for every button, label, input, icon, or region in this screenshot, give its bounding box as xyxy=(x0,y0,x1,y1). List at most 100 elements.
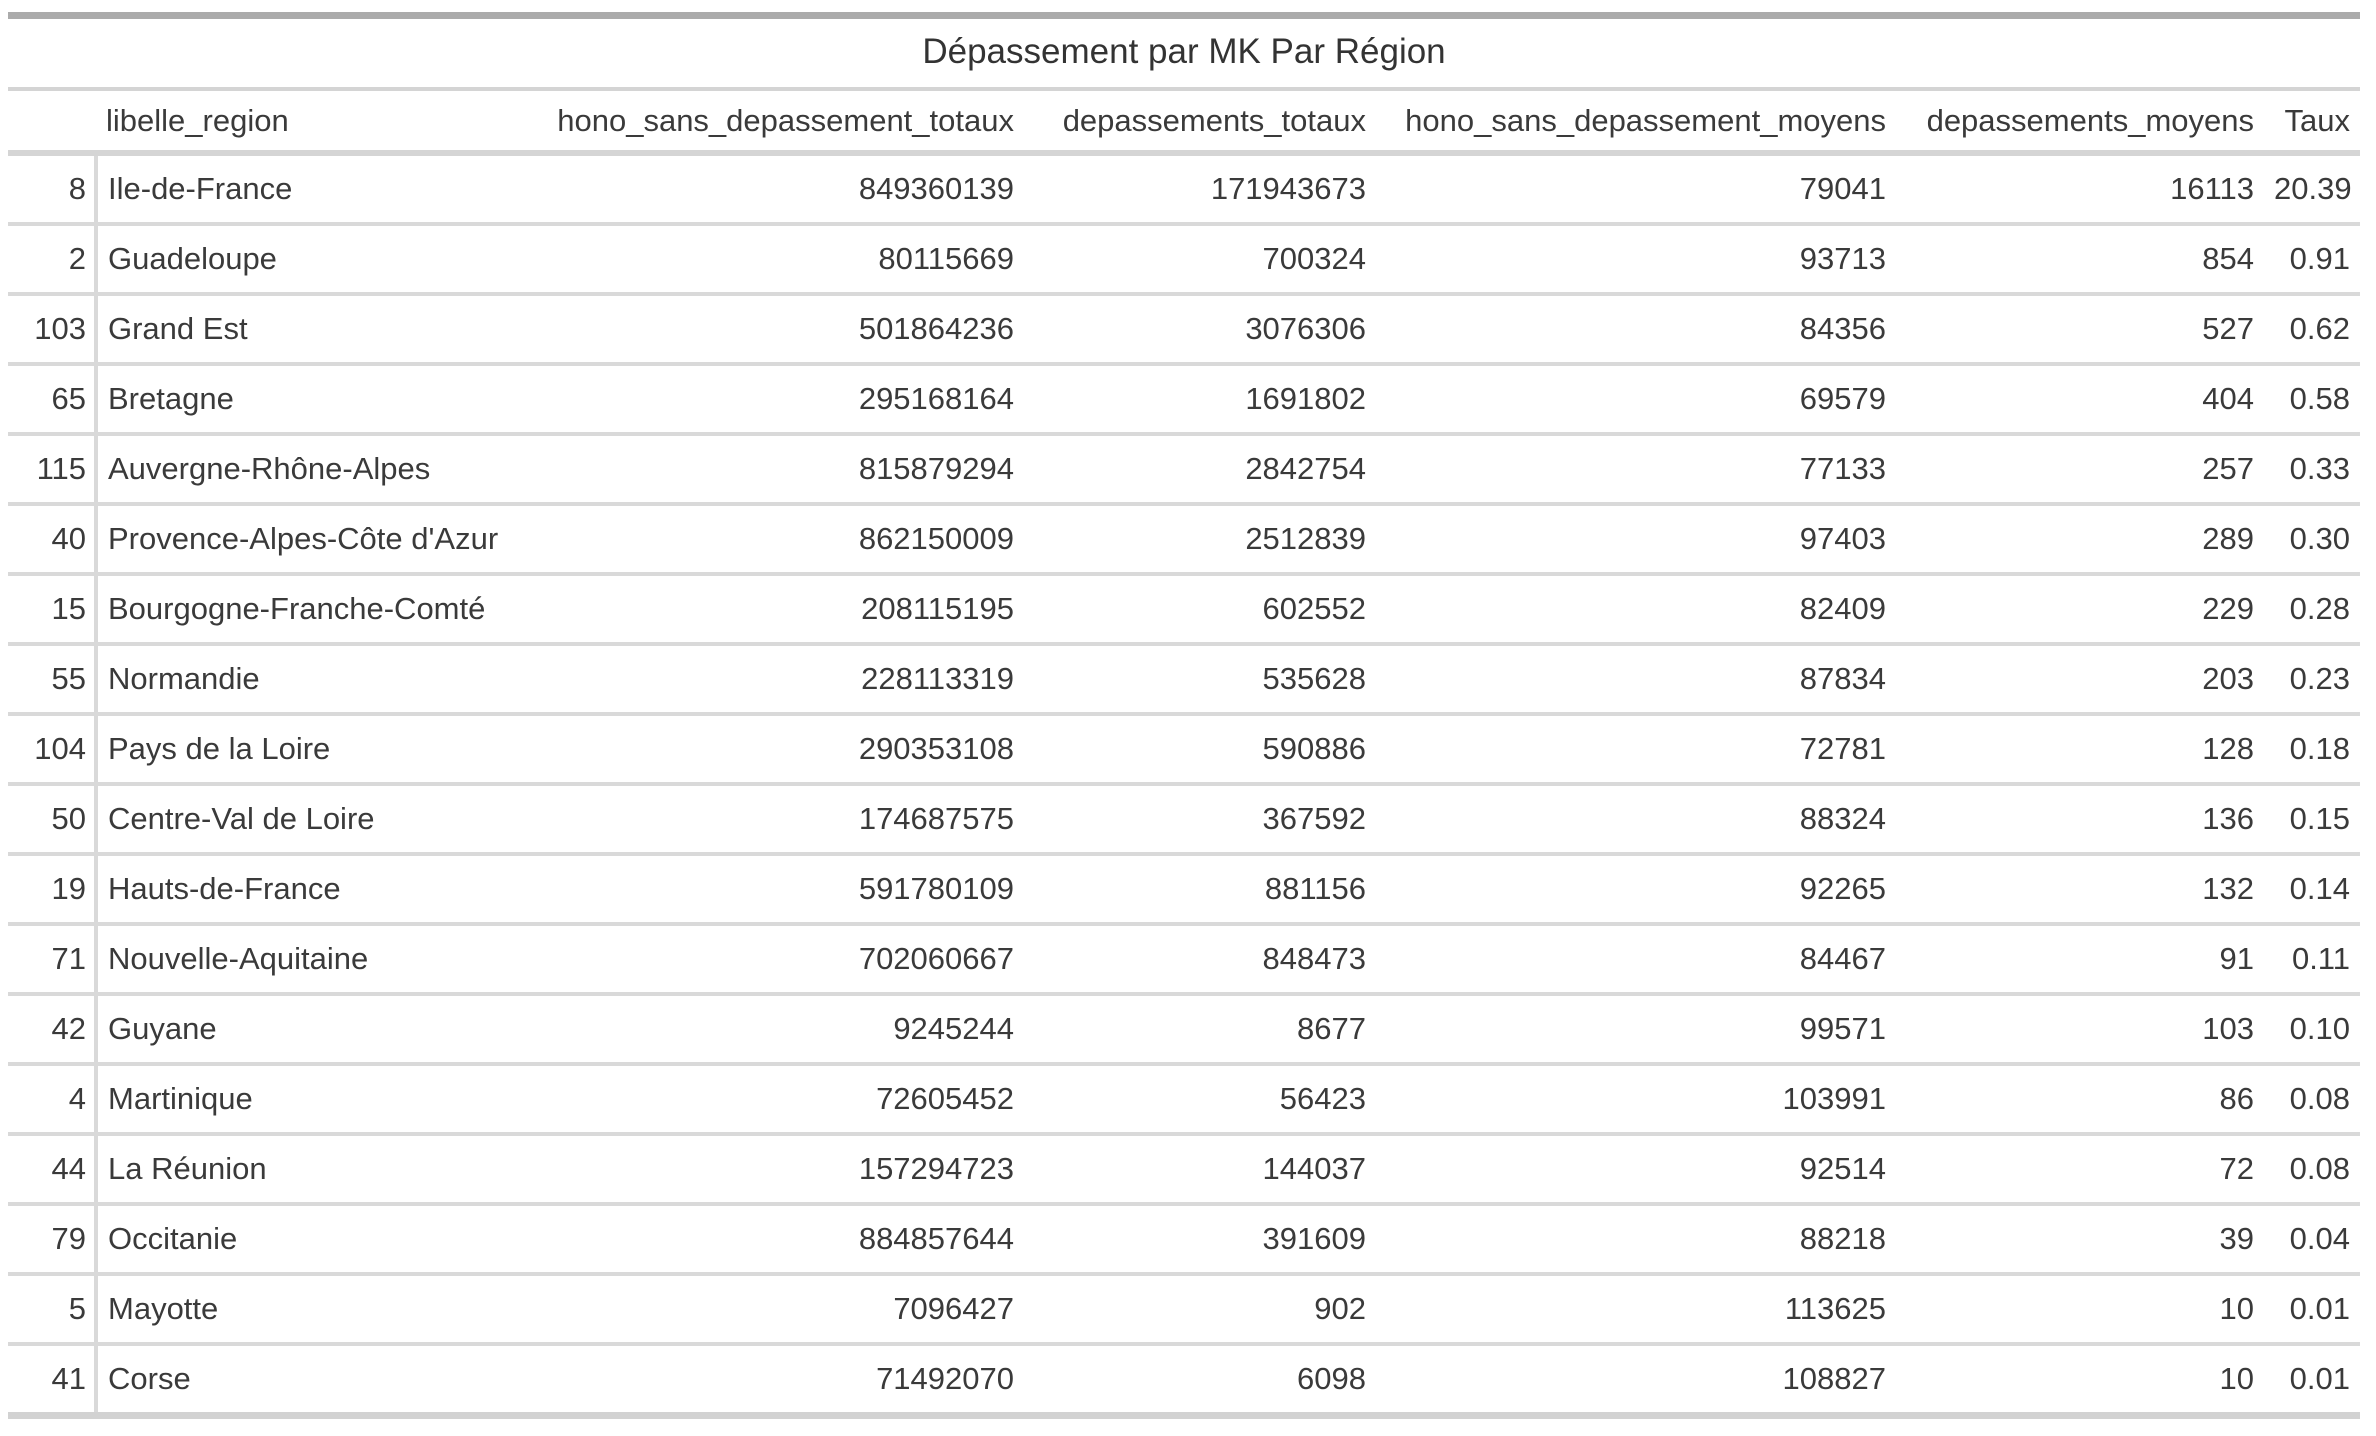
cell-hono_sans_depassement_moyens: 92265 xyxy=(1376,854,1896,926)
cell-depassements_totaux: 848473 xyxy=(1024,924,1376,996)
cell-hono_sans_depassement_moyens: 87834 xyxy=(1376,644,1896,716)
cell-libelle_region: Occitanie xyxy=(96,1204,536,1276)
cell-Taux: 0.14 xyxy=(2264,854,2360,926)
cell-hono_sans_depassement_totaux: 157294723 xyxy=(536,1134,1024,1206)
cell-hono_sans_depassement_moyens: 97403 xyxy=(1376,504,1896,576)
cell-depassements_moyens: 229 xyxy=(1896,574,2264,646)
index-column-header xyxy=(8,91,96,156)
cell-libelle_region: Bretagne xyxy=(96,364,536,436)
cell-Taux: 0.08 xyxy=(2264,1064,2360,1136)
cell-hono_sans_depassement_totaux: 9245244 xyxy=(536,994,1024,1066)
cell-hono_sans_depassement_moyens: 79041 xyxy=(1376,153,1896,226)
cell-hono_sans_depassement_moyens: 82409 xyxy=(1376,574,1896,646)
cell-hono_sans_depassement_moyens: 77133 xyxy=(1376,434,1896,506)
cell-Taux: 0.18 xyxy=(2264,714,2360,786)
row-index-cell: 19 xyxy=(8,854,98,926)
cell-libelle_region: Hauts-de-France xyxy=(96,854,536,926)
cell-depassements_moyens: 257 xyxy=(1896,434,2264,506)
cell-depassements_moyens: 136 xyxy=(1896,784,2264,856)
cell-libelle_region: Nouvelle-Aquitaine xyxy=(96,924,536,996)
cell-hono_sans_depassement_moyens: 113625 xyxy=(1376,1274,1896,1346)
row-index-cell: 104 xyxy=(8,714,98,786)
row-index-cell: 55 xyxy=(8,644,98,716)
cell-depassements_moyens: 16113 xyxy=(1896,153,2264,226)
cell-hono_sans_depassement_totaux: 884857644 xyxy=(536,1204,1024,1276)
cell-hono_sans_depassement_totaux: 71492070 xyxy=(536,1344,1024,1419)
cell-libelle_region: Corse xyxy=(96,1344,536,1419)
cell-hono_sans_depassement_moyens: 69579 xyxy=(1376,364,1896,436)
cell-depassements_totaux: 3076306 xyxy=(1024,294,1376,366)
table-row: 65 Bretagne 295168164 1691802 69579 404 0.58 xyxy=(8,364,2360,436)
table-row: 4 Martinique 72605452 56423 103991 86 0.08 xyxy=(8,1064,2360,1136)
cell-Taux: 0.23 xyxy=(2264,644,2360,716)
cell-hono_sans_depassement_totaux: 849360139 xyxy=(536,153,1024,226)
cell-depassements_totaux: 391609 xyxy=(1024,1204,1376,1276)
cell-libelle_region: La Réunion xyxy=(96,1134,536,1206)
cell-libelle_region: Auvergne-Rhône-Alpes xyxy=(96,434,536,506)
header-row: libelle_region hono_sans_depassement_tota… xyxy=(8,91,2360,156)
table-body: 8 Ile-de-France 849360139 171943673 79041 161… xyxy=(8,153,2360,1419)
table-row: 41 Corse 71492070 6098 108827 10 0.01 xyxy=(8,1344,2360,1419)
cell-Taux: 0.10 xyxy=(2264,994,2360,1066)
data-table: libelle_region hono_sans_depassement_tota… xyxy=(8,91,2360,1419)
cell-Taux: 0.15 xyxy=(2264,784,2360,856)
cell-Taux: 0.91 xyxy=(2264,224,2360,296)
cell-depassements_totaux: 902 xyxy=(1024,1274,1376,1346)
cell-hono_sans_depassement_moyens: 84356 xyxy=(1376,294,1896,366)
row-index-cell: 71 xyxy=(8,924,98,996)
column-header-libelle_region: libelle_region xyxy=(96,91,536,156)
cell-libelle_region: Ile-de-France xyxy=(96,153,536,226)
row-index-cell: 42 xyxy=(8,994,98,1066)
column-header-depassements_totaux: depassements_totaux xyxy=(1024,91,1376,156)
row-index-cell: 5 xyxy=(8,1274,98,1346)
cell-libelle_region: Martinique xyxy=(96,1064,536,1136)
row-index-cell: 103 xyxy=(8,294,98,366)
cell-depassements_moyens: 128 xyxy=(1896,714,2264,786)
row-index-cell: 4 xyxy=(8,1064,98,1136)
row-index-cell: 44 xyxy=(8,1134,98,1206)
table-row: 19 Hauts-de-France 591780109 881156 92265 132… xyxy=(8,854,2360,926)
cell-hono_sans_depassement_totaux: 290353108 xyxy=(536,714,1024,786)
table-row: 71 Nouvelle-Aquitaine 702060667 848473 84467… xyxy=(8,924,2360,996)
cell-depassements_totaux: 2512839 xyxy=(1024,504,1376,576)
cell-depassements_totaux: 144037 xyxy=(1024,1134,1376,1206)
cell-depassements_totaux: 6098 xyxy=(1024,1344,1376,1419)
table-row: 50 Centre-Val de Loire 174687575 367592 8832… xyxy=(8,784,2360,856)
cell-libelle_region: Grand Est xyxy=(96,294,536,366)
cell-depassements_totaux: 602552 xyxy=(1024,574,1376,646)
cell-depassements_moyens: 132 xyxy=(1896,854,2264,926)
table-row: 40 Provence-Alpes-Côte d'Azur 862150009 251… xyxy=(8,504,2360,576)
cell-depassements_moyens: 72 xyxy=(1896,1134,2264,1206)
table-row: 8 Ile-de-France 849360139 171943673 79041 161… xyxy=(8,153,2360,226)
cell-hono_sans_depassement_totaux: 80115669 xyxy=(536,224,1024,296)
cell-depassements_moyens: 103 xyxy=(1896,994,2264,1066)
cell-depassements_moyens: 10 xyxy=(1896,1274,2264,1346)
cell-depassements_totaux: 56423 xyxy=(1024,1064,1376,1136)
cell-hono_sans_depassement_totaux: 815879294 xyxy=(536,434,1024,506)
cell-Taux: 0.01 xyxy=(2264,1344,2360,1419)
region-table-widget: Dépassement par MK Par Région libelle_re… xyxy=(8,12,2360,1419)
row-index-cell: 15 xyxy=(8,574,98,646)
cell-libelle_region: Mayotte xyxy=(96,1274,536,1346)
table-row: 2 Guadeloupe 80115669 700324 93713 854 0.91 xyxy=(8,224,2360,296)
cell-hono_sans_depassement_moyens: 108827 xyxy=(1376,1344,1896,1419)
cell-hono_sans_depassement_totaux: 501864236 xyxy=(536,294,1024,366)
cell-hono_sans_depassement_totaux: 7096427 xyxy=(536,1274,1024,1346)
cell-hono_sans_depassement_totaux: 295168164 xyxy=(536,364,1024,436)
row-index-cell: 50 xyxy=(8,784,98,856)
table-row: 42 Guyane 9245244 8677 99571 103 0.10 xyxy=(8,994,2360,1066)
cell-Taux: 0.04 xyxy=(2264,1204,2360,1276)
cell-depassements_moyens: 289 xyxy=(1896,504,2264,576)
cell-libelle_region: Provence-Alpes-Côte d'Azur xyxy=(96,504,536,576)
cell-depassements_moyens: 854 xyxy=(1896,224,2264,296)
cell-Taux: 0.28 xyxy=(2264,574,2360,646)
table-title: Dépassement par MK Par Région xyxy=(8,19,2360,91)
cell-Taux: 0.08 xyxy=(2264,1134,2360,1206)
cell-hono_sans_depassement_moyens: 88218 xyxy=(1376,1204,1896,1276)
column-header-hono_sans_depassement_totaux: hono_sans_depassement_totaux xyxy=(536,91,1024,156)
cell-depassements_totaux: 535628 xyxy=(1024,644,1376,716)
table-row: 104 Pays de la Loire 290353108 590886 72781 1… xyxy=(8,714,2360,786)
cell-libelle_region: Centre-Val de Loire xyxy=(96,784,536,856)
table-row: 5 Mayotte 7096427 902 113625 10 0.01 xyxy=(8,1274,2360,1346)
table-row: 103 Grand Est 501864236 3076306 84356 527 0.62 xyxy=(8,294,2360,366)
